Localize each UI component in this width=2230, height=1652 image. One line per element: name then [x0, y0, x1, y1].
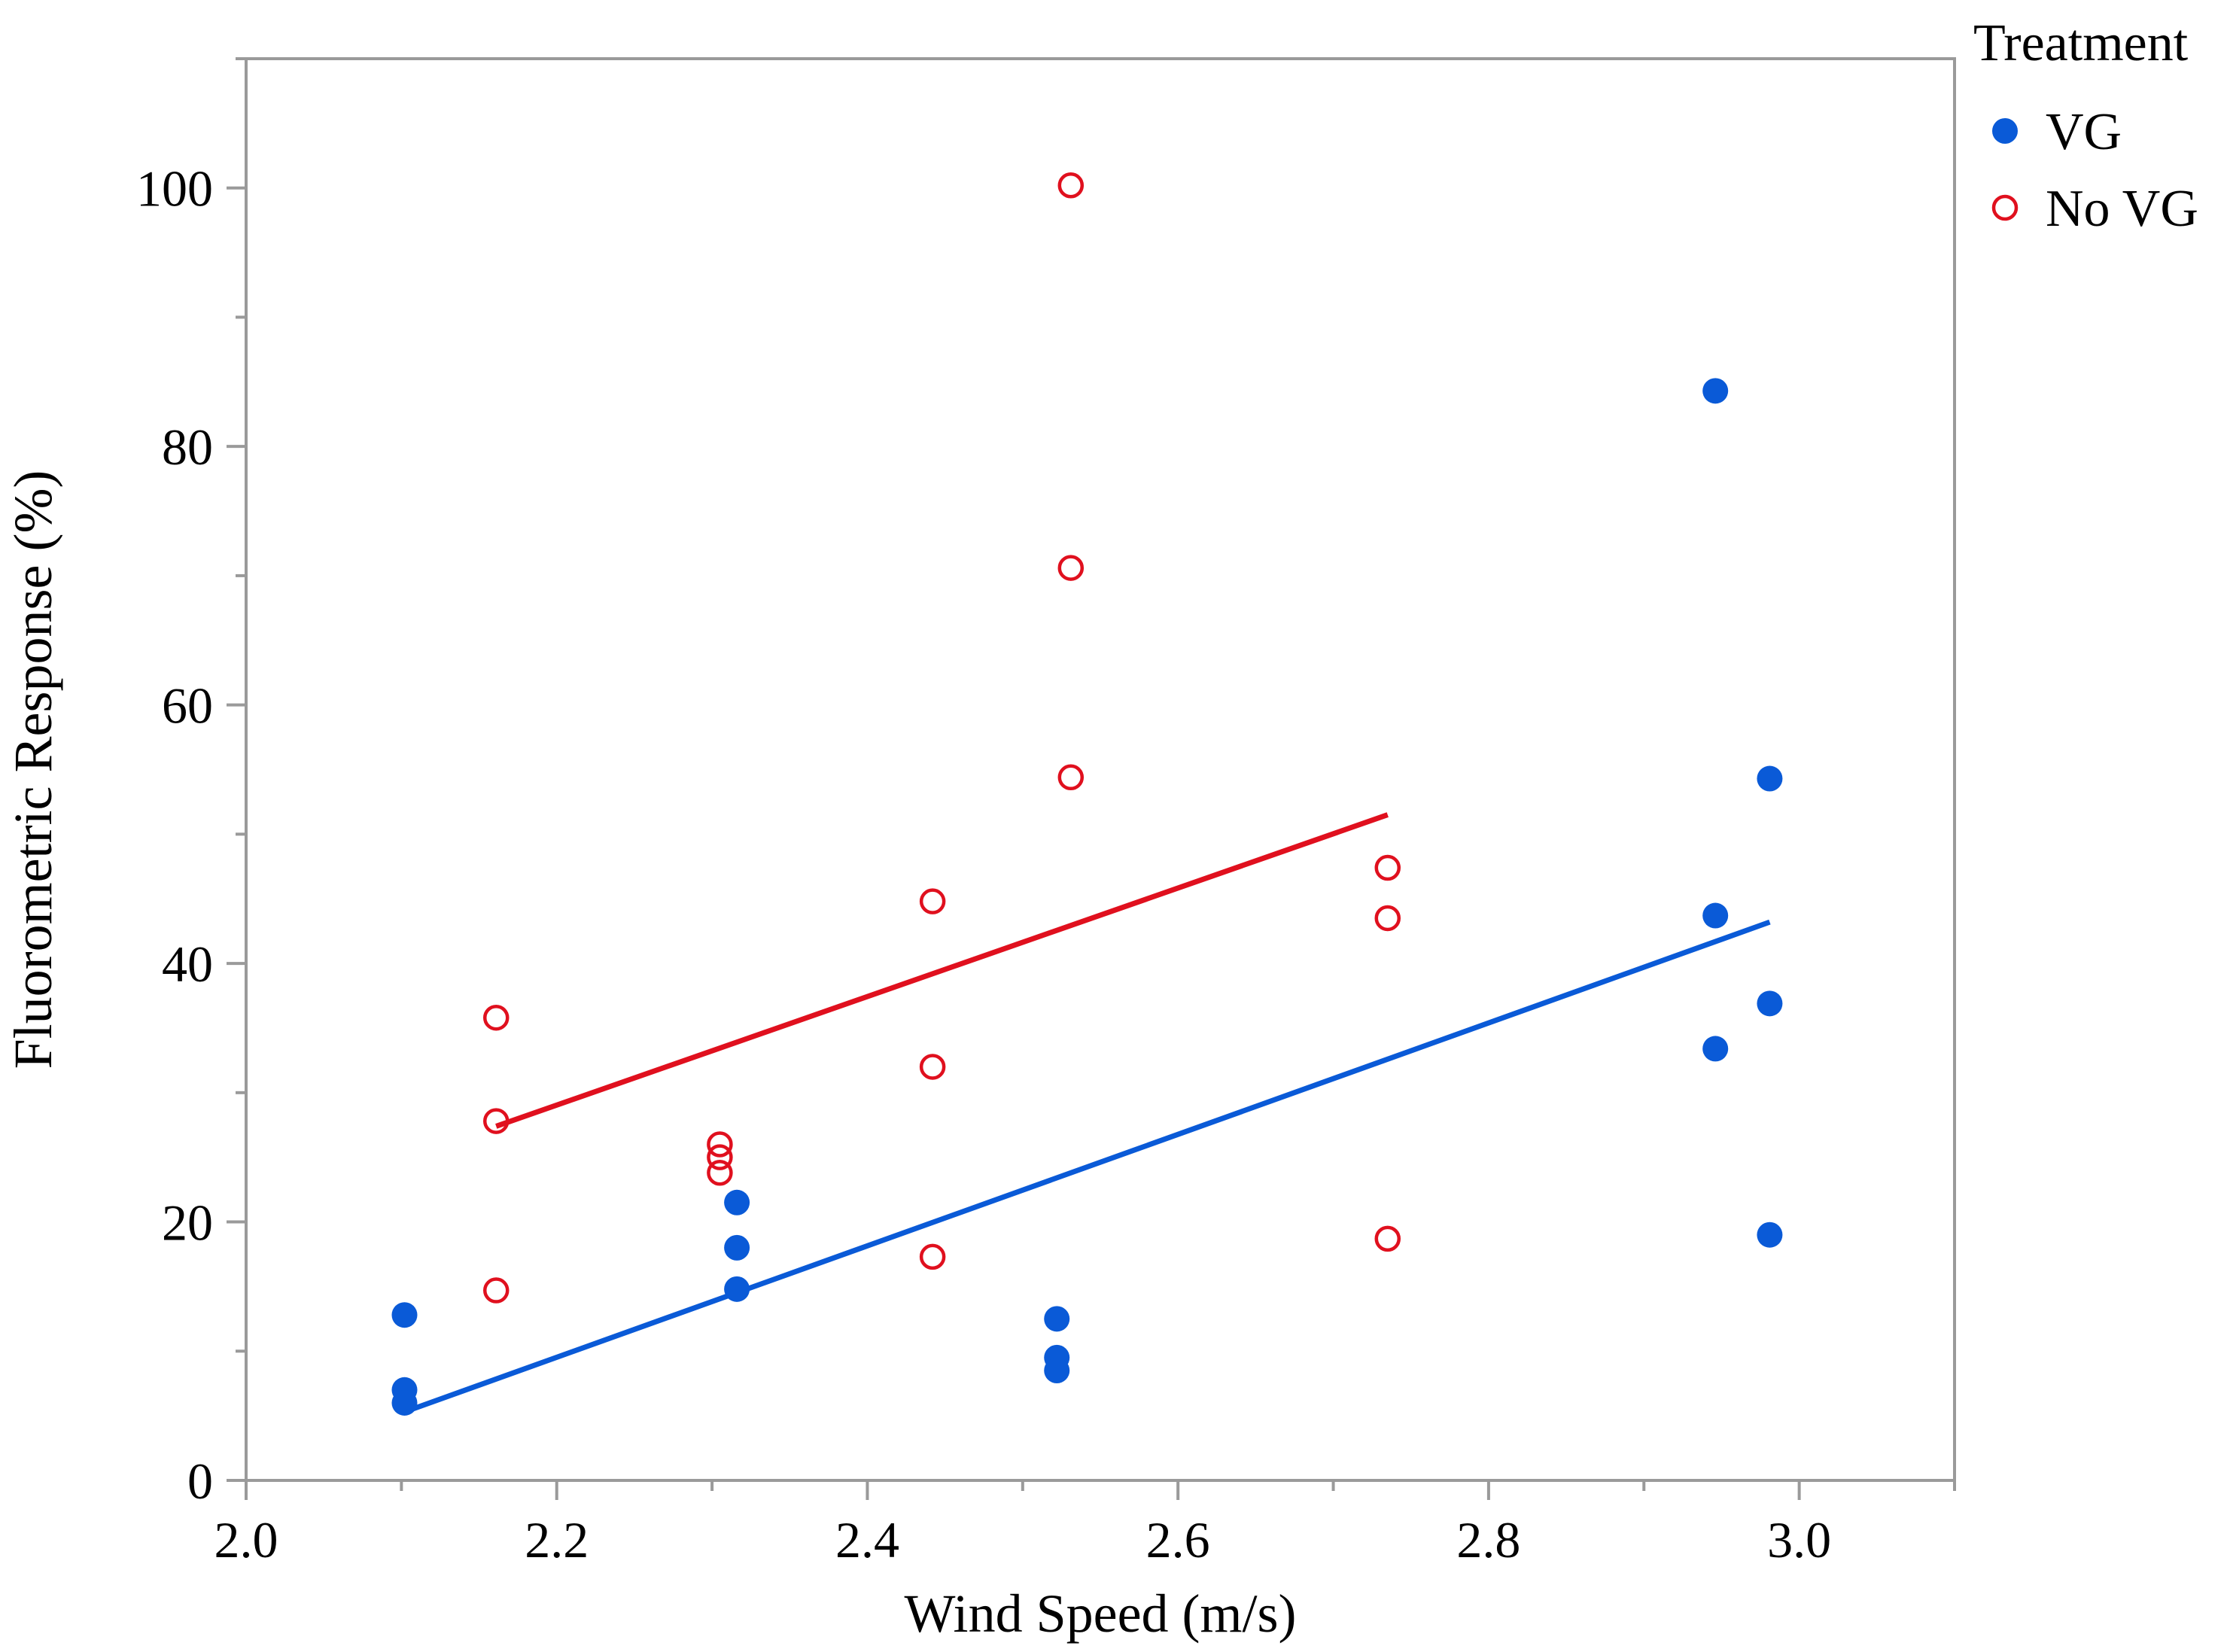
y-tick-label: 20 — [162, 1194, 213, 1252]
y-tick-label: 100 — [136, 160, 213, 218]
fit-line-no-vg — [495, 812, 1389, 1129]
legend-label-no-vg: No VG — [2046, 180, 2198, 238]
y-tick-label: 60 — [162, 677, 213, 735]
legend-title: Treatment — [1973, 14, 2189, 72]
x-axis-title: Wind Speed (m/s) — [904, 1584, 1296, 1644]
point-vg — [1757, 990, 1783, 1017]
y-axis-title: Fluorometric Response (%) — [3, 470, 63, 1069]
x-axis: 2.0 2.2 2.4 2.6 2.8 3.0 — [214, 1480, 1956, 1568]
point-vg — [1044, 1358, 1070, 1384]
point-vg — [391, 1302, 418, 1328]
point-no-vg — [1057, 172, 1085, 199]
point-vg — [1757, 1222, 1783, 1248]
point-no-vg — [707, 1144, 733, 1170]
point-no-vg — [1374, 905, 1401, 932]
point-no-vg — [1057, 764, 1085, 791]
y-tick-label: 40 — [162, 936, 213, 993]
point-vg — [724, 1276, 750, 1302]
point-no-vg — [707, 1160, 733, 1186]
point-no-vg — [919, 1054, 946, 1080]
data-points — [391, 172, 1783, 1416]
y-tick-label: 0 — [187, 1453, 213, 1510]
fit-line-vg — [403, 919, 1771, 1415]
y-tick-label: 80 — [162, 418, 213, 476]
legend: Treatment VG No VG — [1973, 14, 2198, 238]
x-tick-label: 2.4 — [835, 1511, 899, 1568]
point-no-vg — [1374, 1225, 1401, 1252]
point-no-vg — [919, 888, 946, 914]
legend-marker-no-vg — [1991, 194, 2019, 221]
legend-marker-vg — [1992, 118, 2018, 144]
x-tick-label: 2.2 — [525, 1511, 589, 1568]
point-vg — [1044, 1306, 1070, 1332]
point-no-vg — [919, 1243, 946, 1270]
point-vg — [391, 1389, 418, 1416]
point-vg — [724, 1234, 750, 1261]
x-tick-label: 2.0 — [214, 1511, 278, 1568]
point-vg — [724, 1189, 750, 1215]
plot-frame — [245, 57, 1956, 1482]
point-no-vg — [1057, 555, 1085, 581]
x-tick-label: 2.8 — [1456, 1511, 1520, 1568]
point-vg — [1702, 378, 1729, 404]
point-vg — [1702, 902, 1729, 929]
point-no-vg — [482, 1108, 510, 1134]
x-tick-label: 2.6 — [1146, 1511, 1210, 1568]
x-tick-label: 3.0 — [1767, 1511, 1831, 1568]
point-no-vg — [482, 1277, 510, 1304]
point-no-vg — [707, 1131, 733, 1158]
fit-lines — [403, 812, 1771, 1415]
y-axis: 0 20 40 60 80 100 — [136, 57, 246, 1510]
point-no-vg — [1374, 854, 1401, 881]
point-vg — [1757, 765, 1783, 792]
point-vg — [1702, 1036, 1729, 1062]
legend-label-vg: VG — [2046, 103, 2122, 161]
point-no-vg — [482, 1004, 510, 1031]
